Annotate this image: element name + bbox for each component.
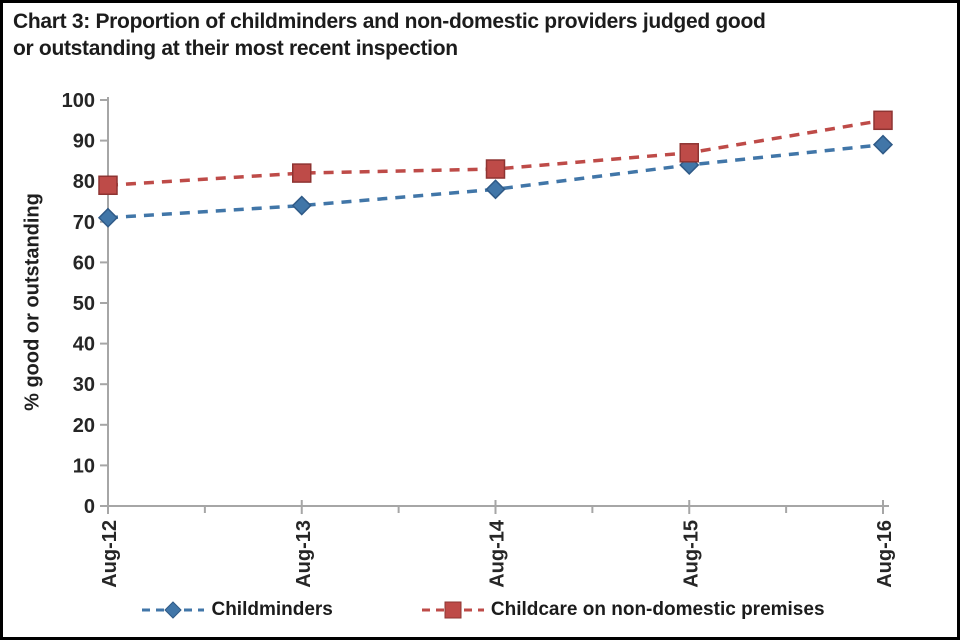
legend-label: Childminders [211,599,333,620]
svg-text:Aug-14: Aug-14 [487,519,509,588]
svg-text:30: 30 [73,374,95,396]
svg-text:20: 20 [73,415,95,437]
svg-text:60: 60 [73,252,95,274]
svg-text:Aug-16: Aug-16 [874,520,896,588]
svg-text:10: 10 [73,455,95,477]
legend-label: Childcare on non-domestic premises [490,599,825,620]
svg-text:90: 90 [73,131,95,153]
svg-text:0: 0 [84,496,95,518]
svg-text:70: 70 [73,212,95,234]
chart-title-line1: Chart 3: Proportion of childminders and … [13,10,766,33]
svg-text:40: 40 [73,334,95,356]
legend-marker-diamond-icon [141,600,205,620]
chart-legend: Childminders Childcare on non-domestic p… [3,594,957,626]
svg-text:Aug-13: Aug-13 [293,520,315,588]
chart-plot-area: 0 10 20 30 40 50 60 70 80 90 100 Aug-12 Aug-13 Aug-14… [62,90,896,588]
svg-text:80: 80 [73,171,95,193]
legend-entry-non-domestic: Childcare on non-domestic premises [421,599,825,621]
chart-title-line2: or outstanding at their most recent insp… [13,36,458,60]
legend-marker-square-icon [421,600,485,620]
svg-text:100: 100 [62,90,95,112]
svg-text:Aug-15: Aug-15 [680,520,702,588]
chart-title: Chart 3: Proportion of childminders and … [13,9,947,63]
svg-text:50: 50 [73,293,95,315]
legend-entry-childminders: Childminders [141,599,333,621]
svg-text:Aug-12: Aug-12 [99,520,121,588]
